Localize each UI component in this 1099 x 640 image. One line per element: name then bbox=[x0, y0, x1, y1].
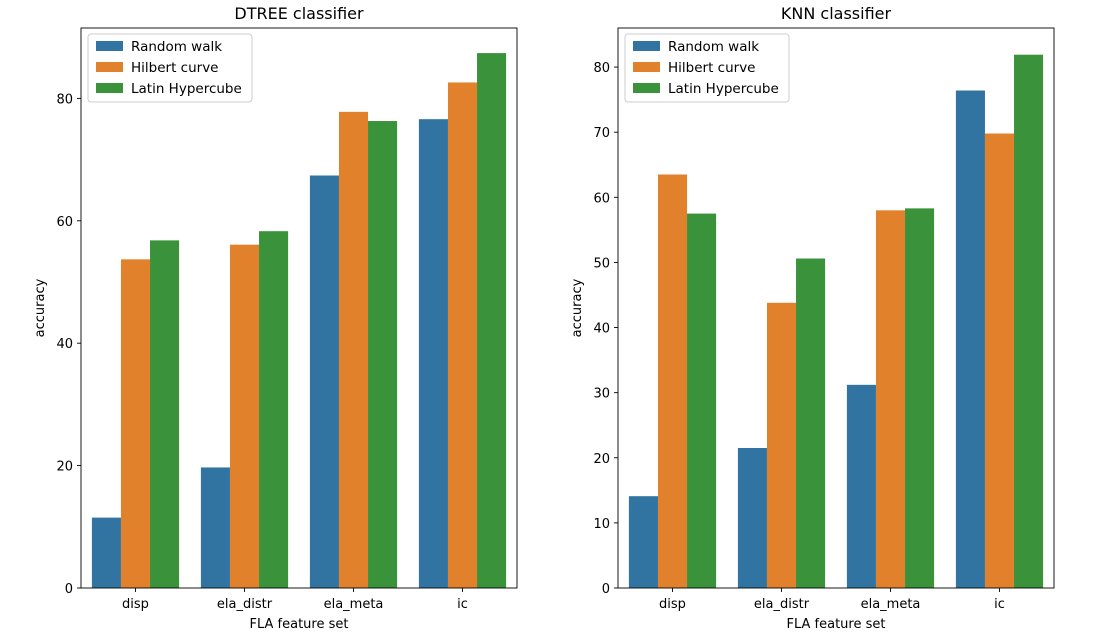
legend-swatch bbox=[96, 83, 123, 93]
y-tick-label: 30 bbox=[593, 387, 610, 402]
y-tick-label: 70 bbox=[593, 126, 610, 141]
y-tick-label: 80 bbox=[593, 61, 610, 76]
legend-label: Random walk bbox=[668, 39, 759, 55]
legend: Random walk Hilbert curve Latin Hypercube bbox=[624, 33, 790, 103]
legend-swatch bbox=[633, 83, 660, 93]
bar-random-walk-disp bbox=[628, 496, 658, 588]
legend-label: Hilbert curve bbox=[131, 60, 219, 76]
y-axis-label: accuracy bbox=[570, 278, 585, 337]
x-tick-label: ela_meta bbox=[861, 597, 921, 612]
x-axis-label: FLA feature set bbox=[250, 617, 349, 632]
chart-title: DTREE classifier bbox=[234, 4, 364, 23]
y-tick-label: 80 bbox=[56, 92, 73, 107]
legend-frame bbox=[624, 33, 790, 103]
chart-panel-2: 0 10 20 30 40 50 60 70 80 disp ela_distr ela_meta ic… bbox=[570, 4, 1055, 632]
bar-random-walk-disp bbox=[91, 517, 121, 588]
legend: Random walk Hilbert curve Latin Hypercube bbox=[87, 33, 253, 103]
y-tick-label: 40 bbox=[593, 322, 610, 337]
legend-label: Latin Hypercube bbox=[668, 81, 779, 97]
y-tick-label: 10 bbox=[593, 517, 610, 532]
x-axis-label: FLA feature set bbox=[787, 617, 886, 632]
y-tick-label: 20 bbox=[593, 452, 610, 467]
legend-swatch bbox=[633, 41, 660, 51]
y-tick-label: 0 bbox=[65, 582, 73, 597]
bar-random-walk-ela-distr bbox=[200, 467, 230, 588]
x-tick-label: disp bbox=[122, 597, 149, 612]
y-tick-label: 60 bbox=[56, 215, 73, 230]
legend-swatch bbox=[96, 41, 123, 51]
chart-title: KNN classifier bbox=[781, 4, 892, 23]
x-tick-label: ic bbox=[994, 597, 1005, 612]
x-tick-label: ic bbox=[457, 597, 468, 612]
bar-random-walk-ic bbox=[955, 90, 985, 588]
chart-panel-1: 0 20 40 60 80 disp ela_distr ela_meta ic DTREE cl… bbox=[33, 4, 518, 632]
x-tick-label: ela_meta bbox=[324, 597, 384, 612]
bar-latin-hypercube-disp bbox=[150, 240, 180, 588]
bar-latin-hypercube-ic bbox=[1014, 54, 1044, 588]
bar-hilbert-curve-ela-distr bbox=[229, 244, 260, 588]
y-tick-label: 60 bbox=[593, 191, 610, 206]
bar-hilbert-curve-disp bbox=[120, 259, 151, 588]
y-tick-label: 40 bbox=[56, 337, 73, 352]
bar-random-walk-ela-distr bbox=[737, 448, 767, 588]
bar-latin-hypercube-ela-distr bbox=[259, 231, 289, 588]
legend-label: Hilbert curve bbox=[668, 60, 756, 76]
bar-latin-hypercube-ic bbox=[477, 53, 507, 588]
bar-random-walk-ela-meta bbox=[309, 175, 339, 588]
bar-hilbert-curve-disp bbox=[657, 174, 688, 588]
legend-swatch bbox=[633, 62, 660, 72]
bar-latin-hypercube-ela-meta bbox=[905, 208, 935, 588]
y-tick-label: 50 bbox=[593, 256, 610, 271]
axes-frame bbox=[80, 27, 518, 589]
bar-hilbert-curve-ic bbox=[447, 82, 478, 588]
legend-label: Latin Hypercube bbox=[131, 81, 242, 97]
axes-frame bbox=[617, 27, 1055, 589]
x-tick-label: disp bbox=[659, 597, 686, 612]
y-tick-label: 0 bbox=[602, 582, 610, 597]
bar-latin-hypercube-ela-distr bbox=[796, 258, 826, 588]
bar-random-walk-ela-meta bbox=[846, 384, 876, 588]
bar-hilbert-curve-ela-meta bbox=[875, 210, 906, 588]
legend-label: Random walk bbox=[131, 39, 222, 55]
y-tick-label: 20 bbox=[56, 460, 73, 475]
legend-swatch bbox=[96, 62, 123, 72]
y-axis-label: accuracy bbox=[33, 278, 48, 337]
bar-latin-hypercube-disp bbox=[687, 213, 717, 588]
bar-random-walk-ic bbox=[418, 119, 448, 588]
bar-hilbert-curve-ela-meta bbox=[338, 111, 369, 588]
legend-frame bbox=[87, 33, 253, 103]
bar-hilbert-curve-ic bbox=[984, 133, 1015, 589]
x-tick-label: ela_distr bbox=[754, 597, 810, 612]
x-tick-label: ela_distr bbox=[217, 597, 273, 612]
bar-hilbert-curve-ela-distr bbox=[766, 302, 797, 588]
bar-latin-hypercube-ela-meta bbox=[368, 121, 398, 588]
